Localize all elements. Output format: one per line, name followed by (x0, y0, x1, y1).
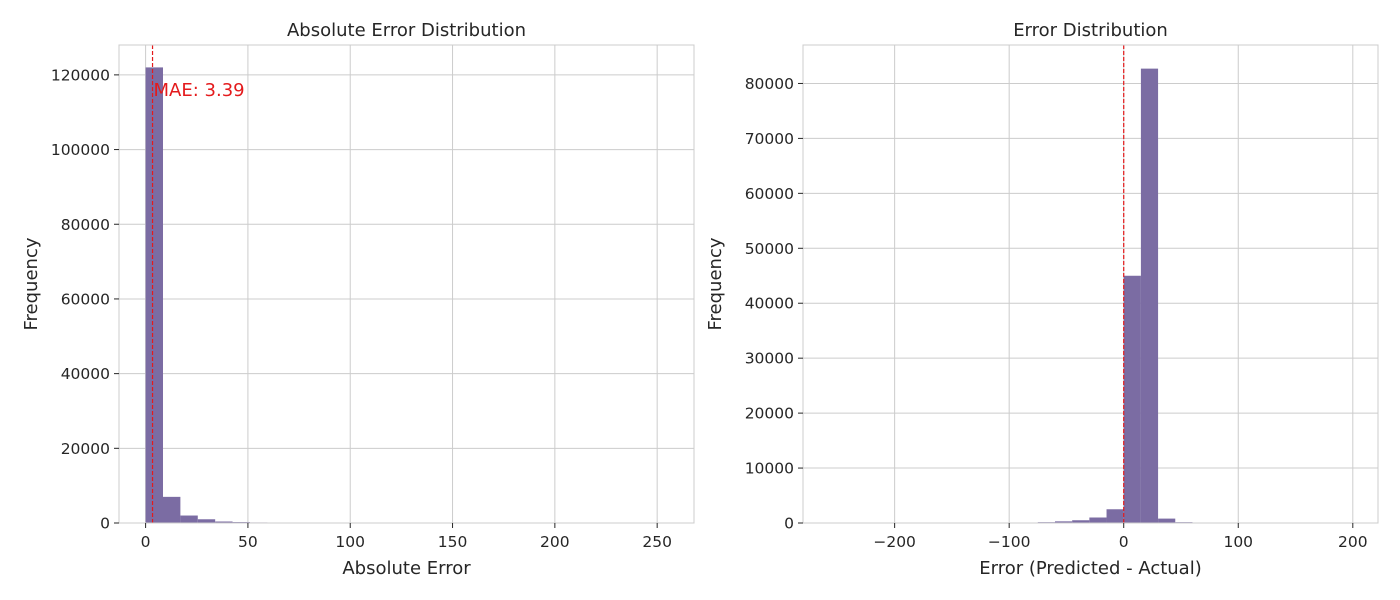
chart-2: −200 −100 0 100 200 0 10000 20000 30000 40000 5000… (705, 20, 1379, 579)
histogram-bar (145, 67, 163, 523)
x-tick-label: 150 (438, 533, 468, 551)
y-tick-label: 30000 (745, 350, 794, 368)
x-tick-label: 100 (1223, 533, 1253, 551)
histogram-bar (1054, 521, 1073, 523)
plot-area (119, 45, 694, 523)
x-axis-label: Absolute Error (342, 558, 471, 579)
y-tick-label: 40000 (61, 365, 110, 383)
x-tick-label: 200 (540, 533, 570, 551)
histogram-bar (1089, 517, 1107, 523)
y-tick-label: 120000 (51, 66, 110, 84)
y-tick-label: 80000 (61, 216, 110, 234)
y-tick-label: 20000 (61, 440, 110, 458)
y-tick-label: 0 (784, 515, 794, 533)
x-tick-label: 100 (335, 533, 365, 551)
x-tick-label: 0 (1119, 533, 1129, 551)
x-tick-label: 250 (642, 533, 672, 551)
histogram-bar (180, 515, 198, 523)
histogram-bar (162, 496, 181, 523)
histogram-bar (1140, 68, 1159, 523)
histogram-bar (215, 521, 233, 523)
chart-title: Error Distribution (1013, 20, 1168, 41)
y-tick-label: 50000 (745, 240, 794, 258)
plot-area (803, 45, 1378, 523)
histogram-bar (1072, 520, 1090, 523)
x-axis-label: Error (Predicted - Actual) (979, 558, 1201, 579)
y-tick-label: 10000 (745, 460, 794, 478)
y-tick-label: 0 (100, 515, 110, 533)
x-tick-label: −100 (988, 533, 1031, 551)
y-tick-label: 70000 (745, 130, 794, 148)
plot-frame (802, 44, 1379, 524)
y-axis-label: Frequency (705, 237, 726, 330)
annotation-label: MAE: 3.39 (154, 80, 245, 101)
histogram-bar (197, 519, 216, 523)
histogram-bar (1123, 275, 1141, 523)
histogram-bar (1106, 509, 1124, 523)
x-tick-label: 0 (141, 533, 151, 551)
histogram-bar (1158, 518, 1176, 523)
plot-frame (118, 44, 695, 524)
y-tick-label: 80000 (745, 75, 794, 93)
y-tick-label: 60000 (61, 290, 110, 308)
y-tick-label: 100000 (51, 141, 110, 159)
y-axis-label: Frequency (21, 237, 42, 330)
y-tick-label: 20000 (745, 405, 794, 423)
x-tick-label: 50 (238, 533, 258, 551)
chart-title: Absolute Error Distribution (287, 20, 526, 41)
y-tick-label: 60000 (745, 185, 794, 203)
y-tick-label: 40000 (745, 295, 794, 313)
chart-1: MAE: 3.39 0 50 100 150 200 250 0 20000 40000 60000… (21, 20, 695, 579)
x-tick-label: 200 (1338, 533, 1368, 551)
x-tick-label: −200 (873, 533, 916, 551)
